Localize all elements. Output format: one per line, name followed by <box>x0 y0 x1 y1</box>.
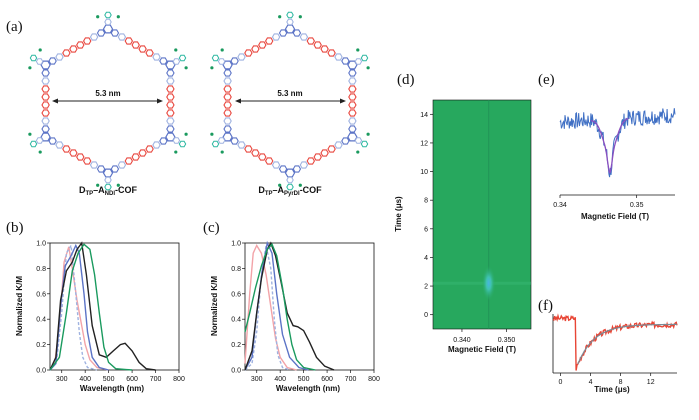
chart-d-xlabel: Magnetic Field (T) <box>448 345 516 354</box>
chart-d-ytick-6: 6 <box>424 226 428 233</box>
chart-c-series-pink <box>244 244 297 371</box>
chart-b-xtick-300: 300 <box>56 376 68 383</box>
chart-d-ytick-0: 0 <box>424 312 428 319</box>
chart-b-ytick-1.0: 1.0 <box>36 241 46 248</box>
chart-b-ytick-0.8: 0.8 <box>36 266 46 273</box>
panel-label-e: (e) <box>538 72 555 88</box>
chart-f-xtick-0: 0 <box>559 379 563 386</box>
chart-c-xtick-800: 800 <box>368 376 380 383</box>
chart-c-ytick-0.0: 0.0 <box>231 368 241 375</box>
panel-label-d: (d) <box>397 72 415 88</box>
cof-name-ndi: DTP–ANDI-COF <box>79 185 138 197</box>
chart-e-fit <box>590 117 629 174</box>
chart-b: 300 400 500 600 700 800 0.0 0.2 0.4 0.6 0.8 1.0 Wav… <box>15 241 185 394</box>
heatmap-signal <box>481 265 496 302</box>
chart-b-series-blue <box>49 243 109 371</box>
chart-d-ytick-8: 8 <box>424 198 428 205</box>
chart-e-xtick-0.35: 0.35 <box>630 202 644 209</box>
chart-e-spectrum <box>559 108 676 178</box>
distance-arrow-pyrdi <box>235 98 346 104</box>
chart-c: 300 400 500 600 700 800 0.0 0.2 0.4 0.6 0.8 1.0 Wav… <box>210 241 380 394</box>
chart-c-ytick-0.2: 0.2 <box>231 342 241 349</box>
chart-b-xtick-800: 800 <box>173 376 185 383</box>
chart-d-xtick-0.350: 0.350 <box>498 337 516 344</box>
chart-f-xtick-4: 4 <box>589 379 593 386</box>
heatmap-area <box>432 99 532 330</box>
chart-e-xlabel: Magnetic Field (T) <box>581 212 649 221</box>
chart-d-ytick-14: 14 <box>420 112 428 119</box>
chart-b-xlabel: Wavelength (nm) <box>80 384 144 393</box>
chart-b-ytick-0.2: 0.2 <box>36 342 46 349</box>
chart-e: 0.34 0.35 Magnetic Field (T) <box>553 108 676 221</box>
chart-f-xtick-8: 8 <box>619 379 623 386</box>
chart-d-ytick-12: 12 <box>420 140 428 147</box>
chart-c-frame <box>244 242 375 371</box>
chart-c-xtick-700: 700 <box>345 376 357 383</box>
chart-b-series-black <box>49 241 156 371</box>
chart-b-ytick-0.4: 0.4 <box>36 317 46 324</box>
chart-f-xlabel: Time (μs) <box>594 385 630 394</box>
chart-b-frame <box>49 242 180 371</box>
chart-b-xtick-600: 600 <box>126 376 138 383</box>
chart-b-xtick-700: 700 <box>150 376 162 383</box>
distance-label-ndi: 5.3 nm <box>95 89 120 98</box>
chart-c-ylabel: Normalized K/M <box>210 276 219 336</box>
panel-label-c: (c) <box>203 220 220 236</box>
chart-f: 0 4 8 12 Time (μs) <box>552 313 678 394</box>
chart-c-xtick-500: 500 <box>298 376 310 383</box>
distance-label-pyrdi: 5.3 nm <box>277 89 302 98</box>
chart-c-xtick-600: 600 <box>321 376 333 383</box>
chart-b-ylabel: Normalized K/M <box>15 276 24 336</box>
panel-label-b: (b) <box>6 220 24 236</box>
cof-name-pyrdi: DTP–APyrDI-COF <box>258 185 322 197</box>
cof-structure-ndi <box>28 11 188 191</box>
chart-b-series-pink <box>49 246 109 371</box>
cof-structure-pyrdi <box>210 11 370 191</box>
chart-d-ytick-10: 10 <box>420 169 428 176</box>
chart-b-xtick-400: 400 <box>79 376 91 383</box>
chart-f-fit <box>577 323 677 365</box>
chart-b-ytick-0.0: 0.0 <box>36 368 46 375</box>
chart-b-xtick-500: 500 <box>103 376 115 383</box>
panel-label-f: (f) <box>538 298 553 314</box>
chart-b-series-lightblue <box>49 243 98 371</box>
chart-c-ytick-0.8: 0.8 <box>231 266 241 273</box>
distance-arrow-ndi <box>52 98 163 104</box>
chart-e-xtick-0.34: 0.34 <box>553 202 567 209</box>
chart-b-ytick-0.6: 0.6 <box>36 291 46 298</box>
chart-c-xtick-300: 300 <box>251 376 263 383</box>
chart-c-xtick-400: 400 <box>274 376 286 383</box>
chart-d-ylabel: Time (μs) <box>394 196 403 232</box>
chart-d-ytick-2: 2 <box>424 284 428 291</box>
chart-c-ytick-1.0: 1.0 <box>231 241 241 248</box>
chart-f-xtick-12: 12 <box>647 379 655 386</box>
chart-c-series-lightblue <box>244 245 290 371</box>
chart-b-series-green <box>49 243 133 371</box>
panel-label-a: (a) <box>6 19 23 35</box>
chart-c-ytick-0.4: 0.4 <box>231 317 241 324</box>
chart-d: 0.340 0.350 0 2 4 6 8 10 12 14 Magnetic Field (T)… <box>394 99 532 354</box>
chart-c-ytick-0.6: 0.6 <box>231 291 241 298</box>
chart-c-series-green <box>244 243 316 371</box>
chart-d-ytick-4: 4 <box>424 255 428 262</box>
chart-d-xtick-0.340: 0.340 <box>453 337 471 344</box>
chart-c-xlabel: Wavelength (nm) <box>276 384 340 393</box>
